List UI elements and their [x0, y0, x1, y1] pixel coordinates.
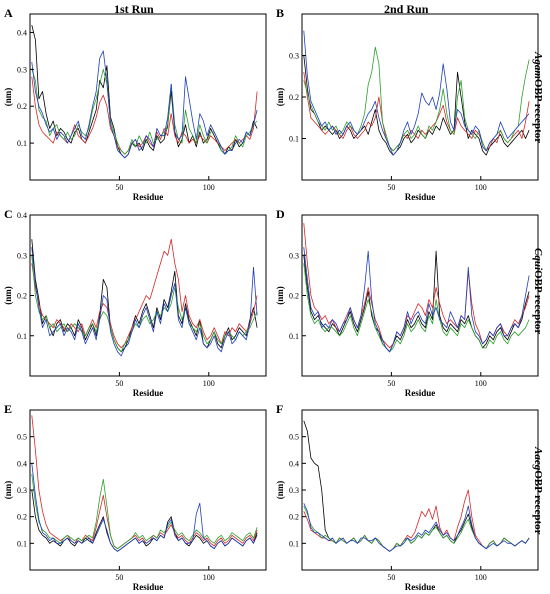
chart-c: 0.1 0.2 0.3 0.4 50 100 Residue (nm) — [3, 211, 267, 398]
chart-e-xtick-label: 50 — [115, 573, 123, 582]
chart-f-y-axis-label: (nm) — [275, 481, 285, 500]
chart-f-xtick-label: 100 — [475, 573, 487, 582]
chart-e-series-3-line — [31, 463, 258, 552]
chart-e-series-1-line — [31, 415, 258, 550]
chart-e-ytick-label: 0.3 — [17, 486, 27, 495]
chart-c-ytick-label: 0.1 — [17, 332, 27, 341]
chart-e-ytick-label: 0.2 — [17, 513, 27, 522]
chart-a-ytick-label: 0.3 — [17, 65, 27, 74]
chart-b-xtick-label: 50 — [387, 183, 395, 192]
chart-b-xtick-label: 100 — [475, 183, 487, 192]
chart-e-series-2-line — [31, 473, 258, 550]
chart-b-ytick-label: 0.3 — [289, 52, 299, 61]
chart-e-ytick-label: 0.1 — [17, 539, 27, 548]
chart-f-series-0-line — [303, 420, 530, 552]
chart-b-series-2-line — [303, 46, 530, 152]
chart-a-series-3-line — [31, 50, 258, 159]
chart-f-x-axis-label: Residue — [405, 582, 436, 592]
chart-b-series-3-line — [303, 30, 530, 156]
chart-e: 0.1 0.2 0.3 0.4 0.5 50 100 Residue (nm) — [3, 409, 267, 592]
chart-d-ytick-label: 0.2 — [289, 292, 299, 301]
chart-f-ytick-label: 0.2 — [289, 513, 299, 522]
chart-d-ytick-label: 0.3 — [289, 251, 299, 260]
chart-b-y-axis-label: (nm) — [275, 88, 285, 107]
panel-letter-e: E — [4, 402, 13, 416]
chart-b-plot-frame — [301, 13, 539, 181]
chart-a-x-axis-label: Residue — [133, 192, 164, 202]
chart-e-y-axis-label: (nm) — [3, 481, 13, 500]
chart-b-ytick-label: 0.1 — [289, 135, 299, 144]
chart-d-xtick-label: 100 — [475, 379, 487, 388]
panel-letter-a: A — [4, 6, 13, 20]
chart-d-ytick-label: 0.1 — [289, 332, 299, 341]
chart-d: 0.1 0.2 0.3 50 100 Residue (nm) — [275, 214, 539, 398]
chart-d-xtick-label: 50 — [387, 379, 395, 388]
chart-b-ytick-label: 0.2 — [289, 93, 299, 102]
chart-c-series-3-line — [31, 247, 258, 357]
chart-e-plot-frame — [29, 409, 267, 571]
chart-c-xtick-label: 50 — [115, 379, 123, 388]
chart-c-ytick-label: 0.2 — [17, 292, 27, 301]
chart-f: 0.1 0.2 0.3 0.4 0.5 50 100 Residue (nm) — [275, 409, 539, 592]
chart-e-ytick-label: 0.5 — [17, 433, 27, 442]
chart-d-plot-frame — [301, 214, 539, 377]
chart-c-ytick-label: 0.4 — [17, 211, 27, 220]
chart-b-series-0-line — [303, 55, 530, 156]
chart-a-plot-frame — [29, 13, 267, 181]
chart-c-x-axis-label: Residue — [133, 388, 164, 398]
chart-d-series-3-line — [303, 247, 530, 353]
chart-d-y-axis-label: (nm) — [275, 286, 285, 305]
chart-d-series-0-line — [303, 250, 530, 353]
chart-d-series-1-line — [303, 223, 530, 349]
chart-f-ytick-label: 0.5 — [289, 433, 299, 442]
chart-a-ytick-label: 0.1 — [17, 139, 27, 148]
panel-letter-d: D — [276, 207, 285, 221]
chart-c-xtick-label: 100 — [203, 379, 215, 388]
chart-e-xtick-label: 100 — [203, 573, 215, 582]
chart-a-series-1-line — [31, 76, 258, 155]
chart-c-series-0-line — [31, 239, 258, 353]
chart-a-y-axis-label: (nm) — [3, 88, 13, 107]
chart-a: 0.1 0.2 0.3 0.4 50 100 Residue (nm) — [3, 13, 267, 202]
chart-f-xtick-label: 50 — [387, 573, 395, 582]
chart-a-series-2-line — [31, 68, 258, 155]
chart-b-x-axis-label: Residue — [405, 192, 436, 202]
panel-letter-c: C — [4, 207, 13, 221]
run2-title: 2nd Run — [384, 2, 429, 16]
chart-a-xtick-label: 50 — [115, 183, 123, 192]
chart-f-ytick-label: 0.4 — [289, 459, 299, 468]
chart-f-ytick-label: 0.1 — [289, 539, 299, 548]
chart-b: 0.1 0.2 0.3 50 100 Residue (nm) — [275, 13, 539, 202]
run1-title: 1st Run — [114, 2, 154, 16]
chart-f-series-3-line — [303, 503, 530, 552]
panel-letter-f: F — [276, 402, 284, 416]
chart-a-ytick-label: 0.4 — [17, 28, 27, 37]
chart-a-series-0-line — [31, 25, 258, 159]
chart-b-series-1-line — [303, 72, 530, 152]
chart-c-plot-frame — [29, 214, 267, 377]
chart-f-plot-frame — [301, 409, 539, 571]
chart-d-x-axis-label: Residue — [405, 388, 436, 398]
chart-c-y-axis-label: (nm) — [3, 286, 13, 305]
chart-d-series-2-line — [303, 263, 530, 353]
chart-f-ytick-label: 0.3 — [289, 486, 299, 495]
panel-letter-b: B — [276, 6, 285, 20]
chart-a-xtick-label: 100 — [203, 183, 215, 192]
chart-c-series-1-line — [31, 238, 258, 349]
chart-c-ytick-label: 0.3 — [17, 251, 27, 260]
chart-e-x-axis-label: Residue — [133, 582, 164, 592]
chart-a-ytick-label: 0.2 — [17, 102, 27, 111]
chart-e-ytick-label: 0.4 — [17, 459, 27, 468]
